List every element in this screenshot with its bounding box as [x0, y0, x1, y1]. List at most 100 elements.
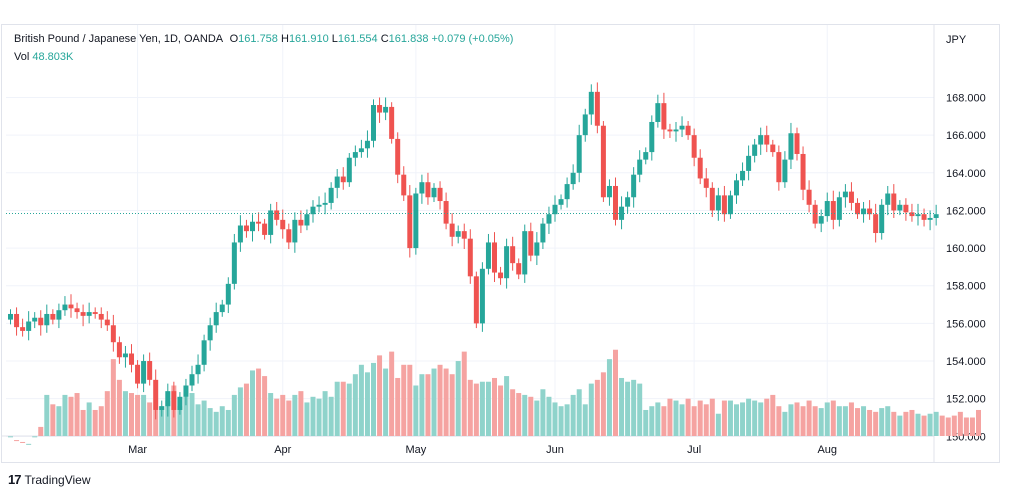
- candle-body: [818, 216, 824, 224]
- close-value: 161.838: [388, 33, 429, 45]
- candle-body: [189, 374, 195, 386]
- volume-bar: [425, 374, 431, 436]
- candle-body: [183, 385, 189, 397]
- volume-bar: [407, 364, 413, 436]
- candle-body: [721, 195, 727, 215]
- candle-body: [673, 129, 679, 132]
- candle-body: [292, 219, 298, 243]
- volume-bar: [141, 394, 147, 436]
- volume-bar: [413, 385, 419, 436]
- volume-bar: [516, 393, 522, 436]
- volume-bar: [231, 394, 237, 436]
- candle-body: [298, 219, 304, 226]
- candle-body: [570, 172, 576, 185]
- y-tick-label: 154.000: [946, 356, 986, 368]
- volume-bar: [818, 408, 824, 436]
- volume-bar: [740, 402, 746, 436]
- volume-bar: [951, 415, 957, 436]
- low-label: L: [331, 33, 338, 45]
- volume-bar: [661, 406, 667, 436]
- candle-body: [92, 312, 98, 314]
- volume-bar: [528, 396, 534, 436]
- candle-body: [903, 204, 909, 213]
- volume-bar: [110, 359, 116, 436]
- candle-body: [377, 105, 383, 113]
- x-tick-label: Apr: [274, 444, 291, 456]
- volume-bar: [213, 411, 219, 436]
- candle-body: [262, 223, 268, 235]
- brand-name: TradingView: [24, 472, 91, 487]
- candle-body: [328, 187, 334, 203]
- y-tick-label: 156.000: [946, 318, 986, 330]
- volume-bar: [104, 391, 110, 436]
- volume-bar: [764, 398, 770, 436]
- candle-body: [98, 313, 104, 320]
- y-tick-label: 164.000: [946, 168, 986, 180]
- volume-bar: [570, 394, 576, 436]
- volume-bar: [812, 406, 818, 436]
- candle-body: [558, 199, 564, 205]
- candle-body: [812, 204, 818, 224]
- volume-bar: [56, 406, 62, 436]
- volume-bar: [649, 406, 655, 436]
- volume-bar: [443, 368, 449, 436]
- tradingview-brand[interactable]: 17 TradingView: [8, 472, 91, 487]
- candle-body: [479, 268, 485, 324]
- candle-body: [443, 201, 449, 224]
- volume-bar: [322, 391, 328, 436]
- candle-body: [727, 195, 733, 215]
- candle-body: [752, 144, 758, 156]
- low-value: 161.554: [337, 33, 378, 45]
- volume-bar: [201, 400, 207, 436]
- volume-bar: [879, 408, 885, 436]
- volume-legend: Vol 48.803K: [14, 51, 73, 63]
- chart-frame[interactable]: 150.000 152.000 154.000 156.000 158.000 160.0…: [1, 24, 1000, 463]
- candle-body: [304, 214, 310, 226]
- volume-label: Vol: [14, 51, 30, 63]
- candle-body: [50, 313, 56, 320]
- volume-bar: [788, 404, 794, 436]
- candle-body: [8, 313, 13, 320]
- candle-body: [425, 182, 431, 198]
- candle-body: [141, 361, 147, 384]
- volume-bar: [588, 383, 594, 436]
- candle-body: [195, 364, 201, 375]
- volume-bar: [782, 411, 788, 436]
- volume-bar: [62, 394, 68, 436]
- volume-bar: [268, 393, 274, 436]
- volume-bar: [274, 398, 280, 436]
- volume-bar: [873, 411, 879, 436]
- candle-body: [207, 325, 213, 341]
- candle-body: [897, 204, 903, 211]
- candle-body: [461, 231, 467, 239]
- candle-body: [243, 225, 249, 232]
- candle-body: [758, 135, 764, 145]
- volume-bar: [510, 389, 516, 436]
- candle-body: [734, 180, 739, 196]
- candle-body: [129, 353, 134, 365]
- volume-bar: [679, 404, 685, 436]
- volume-bar: [848, 402, 854, 436]
- candle-body: [782, 159, 788, 183]
- volume-bar: [50, 404, 56, 436]
- volume-bar: [280, 394, 286, 436]
- y-tick-label: 160.000: [946, 243, 986, 255]
- candle-body: [135, 364, 141, 384]
- candle-body: [594, 91, 600, 126]
- volume-bar: [473, 383, 479, 436]
- symbol-legend: British Pound / Japanese Yen, 1D, OANDA …: [14, 33, 513, 45]
- volume-bar: [153, 409, 159, 436]
- candle-body: [419, 182, 425, 194]
- candlestick-chart[interactable]: 150.000152.000154.000156.000158.000160.0…: [2, 25, 999, 462]
- volume-bar: [207, 408, 213, 436]
- y-tick-label: 168.000: [946, 93, 986, 105]
- close-label: C: [380, 33, 389, 45]
- volume-bar: [945, 417, 951, 436]
- candle-body: [770, 144, 776, 153]
- volume-bar: [358, 364, 364, 436]
- volume-bar: [401, 364, 407, 436]
- candle-body: [643, 152, 649, 160]
- candle-body: [522, 231, 528, 275]
- candle-body: [383, 106, 389, 113]
- volume-bar: [225, 409, 231, 436]
